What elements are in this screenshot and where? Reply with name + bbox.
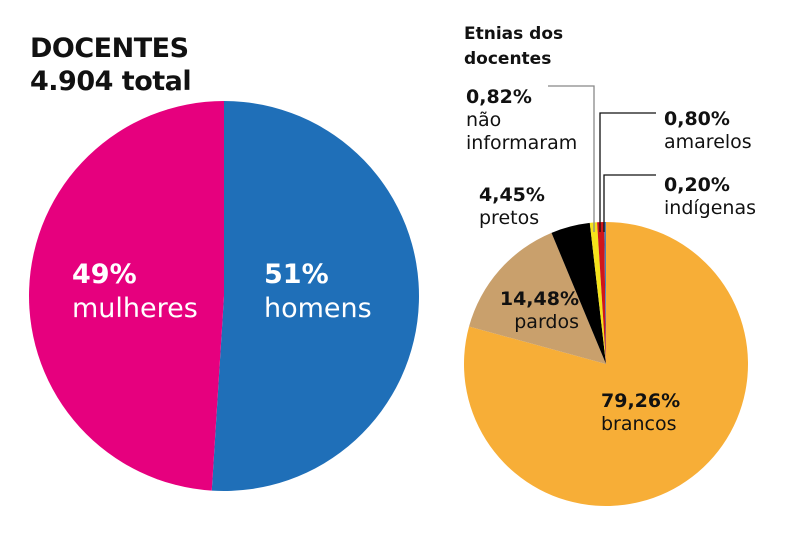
label-nao-informaram: 0,82% não informaram bbox=[466, 86, 586, 155]
label-pardos: 14,48% pardos bbox=[489, 288, 579, 334]
label-pretos: 4,45% pretos bbox=[479, 184, 545, 230]
ethnicity-slice-pretos bbox=[551, 222, 606, 364]
label-mulheres: 49% mulheres bbox=[72, 258, 198, 326]
gender-slice-mulheres bbox=[29, 101, 225, 491]
label-indigenas-value: 0,20% bbox=[664, 174, 730, 196]
label-nao-informaram-name: não informaram bbox=[466, 109, 578, 154]
label-amarelos: 0,80% amarelos bbox=[664, 108, 752, 154]
label-homens: 51% homens bbox=[264, 258, 372, 326]
label-brancos-value: 79,26% bbox=[601, 390, 681, 412]
leader-line-amarelos bbox=[599, 112, 656, 232]
label-mulheres-value: 49% bbox=[72, 259, 137, 290]
label-brancos-name: brancos bbox=[601, 413, 677, 435]
leader-line-indigenas bbox=[603, 174, 656, 232]
label-amarelos-value: 0,80% bbox=[664, 108, 730, 130]
label-homens-value: 51% bbox=[264, 259, 329, 290]
title-total: 4.904 total bbox=[30, 66, 192, 97]
ethnicity-slice-indigenas bbox=[604, 222, 606, 364]
title-docentes: DOCENTES bbox=[30, 33, 189, 64]
label-homens-name: homens bbox=[264, 293, 372, 324]
label-mulheres-name: mulheres bbox=[72, 293, 198, 324]
ethnicity-slice-nao-informaram bbox=[589, 222, 606, 364]
gender-pie bbox=[29, 101, 420, 491]
ethnicity-slice-brancos bbox=[463, 222, 748, 506]
label-indigenas: 0,20% indígenas bbox=[664, 174, 756, 220]
label-pardos-value: 14,48% bbox=[499, 288, 579, 310]
label-indigenas-name: indígenas bbox=[664, 197, 756, 219]
label-amarelos-name: amarelos bbox=[664, 131, 752, 153]
label-nao-informaram-value: 0,82% bbox=[466, 86, 532, 108]
leader-lines bbox=[548, 85, 656, 232]
label-brancos: 79,26% brancos bbox=[601, 390, 680, 436]
label-pretos-name: pretos bbox=[479, 207, 540, 229]
chart-title: DOCENTES 4.904 total bbox=[30, 32, 192, 98]
label-pretos-value: 4,45% bbox=[479, 184, 545, 206]
ethnicity-chart-title: Etnias dos docentes bbox=[464, 22, 563, 72]
ethnicity-title-line2: docentes bbox=[464, 49, 552, 69]
ethnicity-title-line1: Etnias dos bbox=[464, 24, 564, 44]
gender-slice-homens bbox=[211, 101, 420, 491]
leader-line-nao-informaram bbox=[548, 85, 595, 232]
ethnicity-pie bbox=[463, 222, 748, 506]
ethnicity-slice-pardos bbox=[469, 232, 606, 364]
ethnicity-slice-amarelos bbox=[597, 222, 606, 364]
label-pardos-name: pardos bbox=[514, 311, 579, 333]
